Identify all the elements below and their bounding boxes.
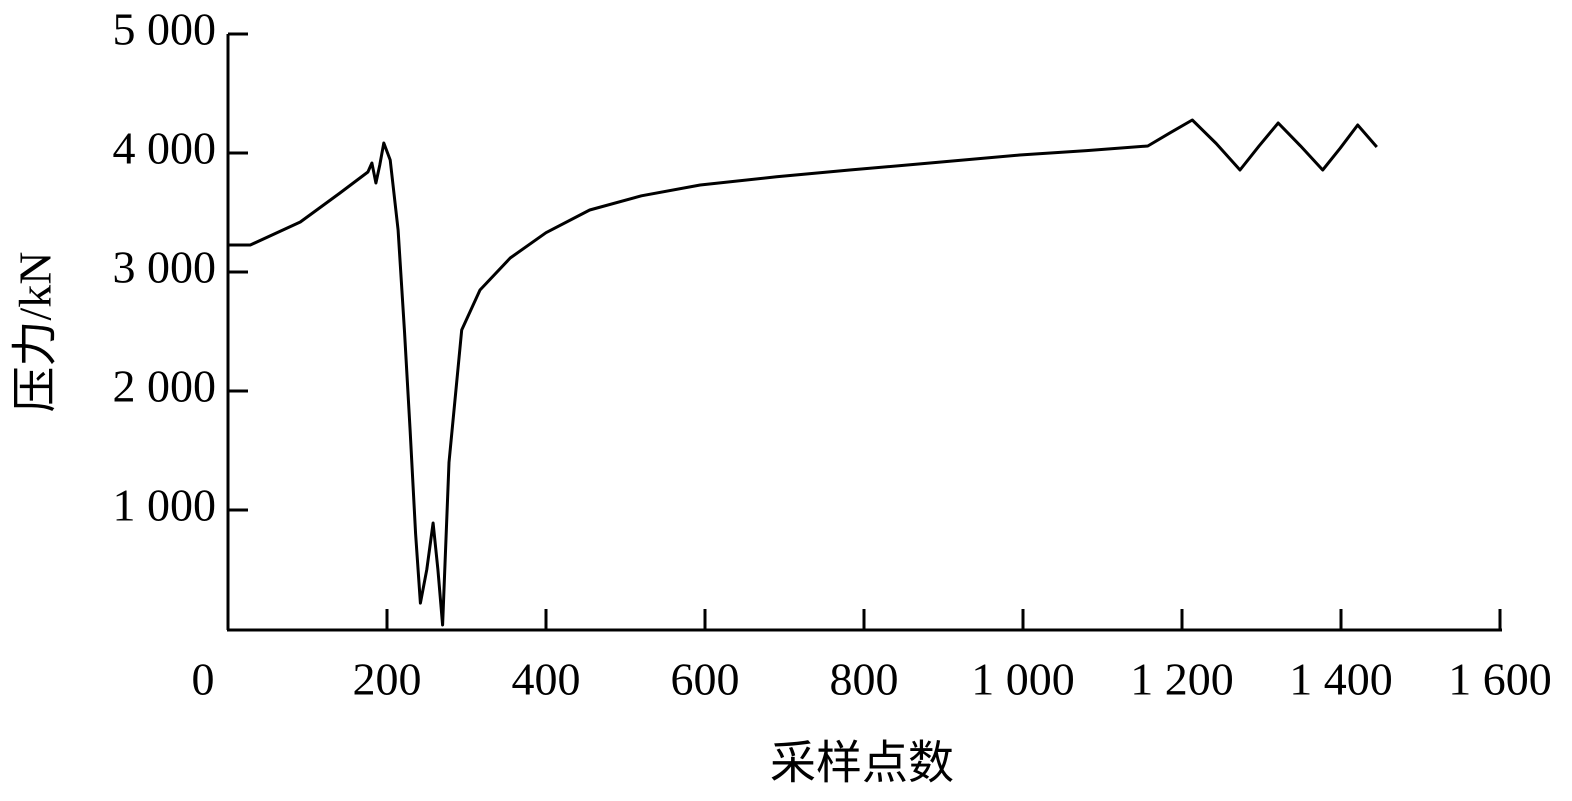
x-tick-label: 200	[353, 654, 422, 705]
x-tick-label: 1 200	[1130, 654, 1234, 705]
y-tick-label: 1 000	[113, 480, 217, 531]
x-axis-label: 采样点数	[770, 738, 954, 789]
x-tick-label: 1 600	[1448, 654, 1552, 705]
y-tick-label: 5 000	[113, 4, 217, 55]
data-line	[228, 118, 1378, 627]
y-tick-label: 3 000	[113, 242, 217, 293]
y-axis-label: 压力/kN	[10, 252, 61, 413]
x-tick-label: 1 000	[971, 654, 1075, 705]
x-tick-label: 800	[830, 654, 899, 705]
x-tick-label: 1 400	[1289, 654, 1393, 705]
x-tick-label: 400	[512, 654, 581, 705]
x-tick-label: 0	[192, 654, 215, 705]
x-tick-label: 600	[671, 654, 740, 705]
y-tick-label: 2 000	[113, 361, 217, 412]
y-tick-label: 4 000	[113, 123, 217, 174]
